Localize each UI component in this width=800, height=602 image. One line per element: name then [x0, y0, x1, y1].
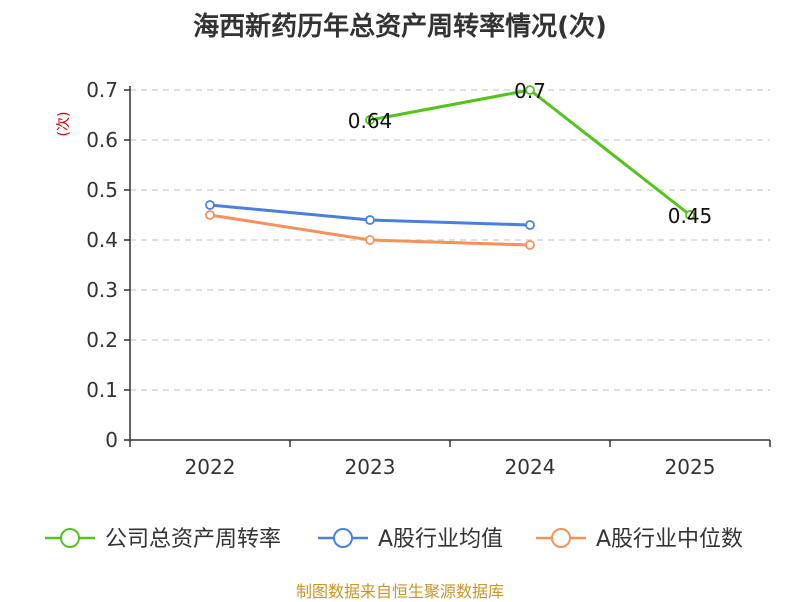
chart-title: 海西新药历年总资产周转率情况(次)	[193, 12, 607, 42]
y-tick-label: 0.6	[86, 128, 118, 152]
legend: 公司总资产周转率 A股行业均值 A股行业中位数	[45, 527, 743, 552]
data-point	[205, 210, 215, 220]
data-labels: 0.64 0.7 0.45	[348, 79, 713, 228]
x-tick-label: 2025	[665, 455, 716, 479]
legend-label: A股行业均值	[378, 527, 503, 552]
axes: 0 0.1 0.2 0.3 0.4 0.5 0.6 0.7 2022 2023 2024 2025 (次…	[56, 78, 771, 479]
data-point	[525, 85, 535, 95]
data-label: 0.45	[668, 204, 713, 228]
data-label: 0.64	[348, 109, 393, 133]
data-label: 0.7	[514, 79, 546, 103]
x-tick-label: 2022	[185, 455, 236, 479]
data-point	[365, 235, 375, 245]
data-point	[365, 215, 375, 225]
data-point	[685, 210, 695, 220]
legend-label: 公司总资产周转率	[105, 527, 281, 552]
y-tick-label: 0.5	[86, 178, 118, 202]
x-tick-label: 2024	[505, 455, 556, 479]
series-line-0	[369, 88, 691, 217]
x-tick-label: 2023	[345, 455, 396, 479]
legend-circle-marker	[60, 528, 80, 548]
y-tick-label: 0.4	[86, 228, 118, 252]
y-tick-label: 0	[105, 428, 118, 452]
legend-circle-marker	[551, 528, 571, 548]
y-tick-label: 0.3	[86, 278, 118, 302]
legend-label: A股行业中位数	[596, 527, 743, 552]
y-tick-label: 0.7	[86, 78, 118, 102]
data-point	[205, 200, 215, 210]
y-axis-label: (次)	[56, 112, 72, 137]
y-tick-label: 0.1	[86, 378, 118, 402]
legend-circle-marker	[333, 528, 353, 548]
data-point	[525, 240, 535, 250]
y-tick-label: 0.2	[86, 328, 118, 352]
series-lines	[205, 85, 695, 250]
source-note: 制图数据来自恒生聚源数据库	[295, 582, 504, 601]
data-point	[365, 115, 375, 125]
data-point	[525, 220, 535, 230]
gridlines	[130, 89, 770, 391]
